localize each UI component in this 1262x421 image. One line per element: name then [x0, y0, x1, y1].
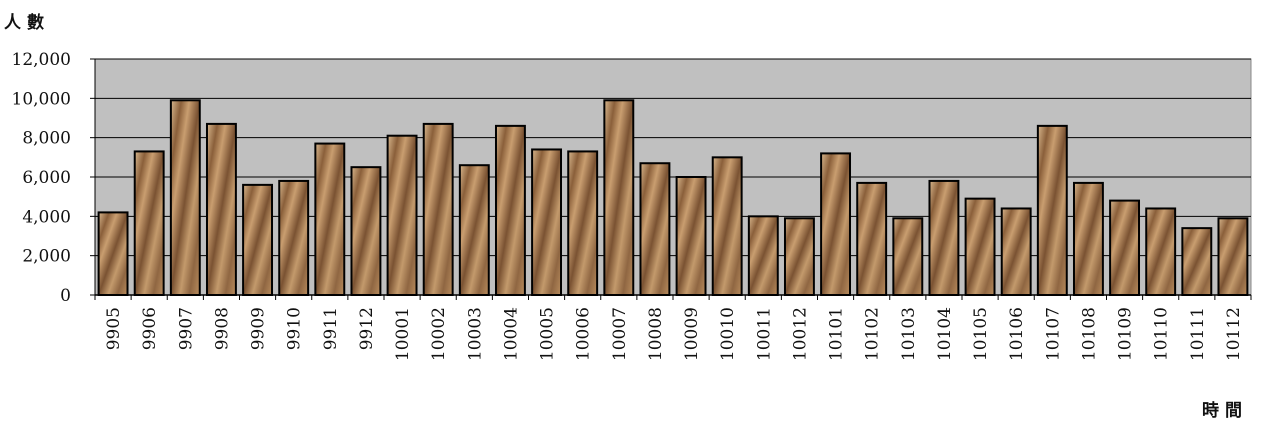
bar [1217, 217, 1249, 296]
bar [205, 122, 237, 297]
x-tick-label: 10006 [574, 307, 594, 361]
x-tick-label: 10002 [429, 307, 449, 361]
bar [928, 179, 960, 296]
y-tick-label: 4,000 [22, 207, 71, 227]
x-tick-label: 9907 [176, 307, 196, 350]
x-tick-label: 10007 [610, 307, 630, 361]
bar [820, 152, 852, 296]
x-tick-label: 10107 [1043, 307, 1063, 361]
y-axis: 0 2,000 4,000 6,000 8,000 10,000 12,000 [12, 50, 95, 306]
y-tick-label: 0 [60, 286, 71, 306]
x-tick-label: 10009 [682, 307, 702, 361]
bar [964, 197, 996, 296]
x-tick-label: 10101 [827, 307, 847, 361]
x-tick-label: 10112 [1224, 307, 1244, 361]
x-tick-label: 10111 [1188, 307, 1208, 361]
bar [97, 211, 129, 296]
bar [892, 217, 924, 296]
bar [567, 150, 599, 296]
bar [531, 148, 563, 296]
bar [133, 150, 165, 296]
x-tick-label: 10104 [935, 307, 955, 361]
bar [603, 99, 635, 296]
x-tick-label: 10109 [1116, 307, 1136, 361]
bar [350, 166, 382, 297]
x-tick-label: 9912 [357, 307, 377, 350]
x-tick-label: 10102 [863, 307, 883, 361]
bar [458, 164, 490, 296]
x-tick-label: 10012 [790, 307, 810, 361]
bar [639, 162, 671, 296]
bar [783, 217, 815, 296]
bar [1145, 207, 1177, 296]
x-axis-title: 時間 [1202, 401, 1248, 421]
bar [422, 122, 454, 297]
x-tick-label: 10011 [754, 307, 774, 361]
y-tick-label: 8,000 [22, 129, 71, 149]
bar [1072, 181, 1104, 296]
y-tick-label: 2,000 [22, 247, 71, 267]
bar [169, 99, 201, 296]
x-axis: 9905 9906 9907 9908 9909 9910 9911 9912 10001 100… [94, 295, 1252, 361]
bar [314, 142, 346, 296]
x-tick-label: 9906 [140, 307, 160, 350]
bar [494, 124, 526, 296]
x-tick-label: 10105 [971, 307, 991, 361]
bar [1000, 207, 1032, 296]
x-tick-label: 10108 [1079, 307, 1099, 361]
x-tick-label: 9910 [285, 307, 305, 350]
y-axis-title: 人數 [4, 13, 50, 33]
bar [278, 179, 310, 296]
bars [97, 99, 1249, 297]
x-tick-label: 10004 [501, 307, 521, 361]
x-tick-label: 10103 [899, 307, 919, 361]
bar [675, 176, 707, 296]
bar [1181, 227, 1213, 296]
x-tick-label: 9909 [249, 307, 269, 350]
bar [1109, 199, 1141, 297]
x-tick-label: 9908 [212, 307, 232, 350]
y-tick-label: 10,000 [12, 89, 71, 109]
x-tick-label: 10008 [646, 307, 666, 361]
y-tick-label: 6,000 [22, 168, 71, 188]
x-tick-label: 9911 [321, 307, 341, 350]
bar [242, 183, 274, 296]
x-tick-label: 10110 [1152, 307, 1172, 361]
bar [1036, 124, 1068, 296]
x-tick-label: 10005 [538, 307, 558, 361]
x-tick-label: 10001 [393, 307, 413, 361]
y-tick-label: 12,000 [12, 50, 71, 70]
bar [386, 134, 418, 296]
bar [856, 181, 888, 296]
bar [711, 156, 743, 296]
x-tick-label: 9905 [104, 307, 124, 350]
bar [747, 215, 779, 296]
x-tick-label: 10003 [465, 307, 485, 361]
x-tick-label: 10106 [1007, 307, 1027, 361]
x-tick-label: 10010 [718, 307, 738, 361]
